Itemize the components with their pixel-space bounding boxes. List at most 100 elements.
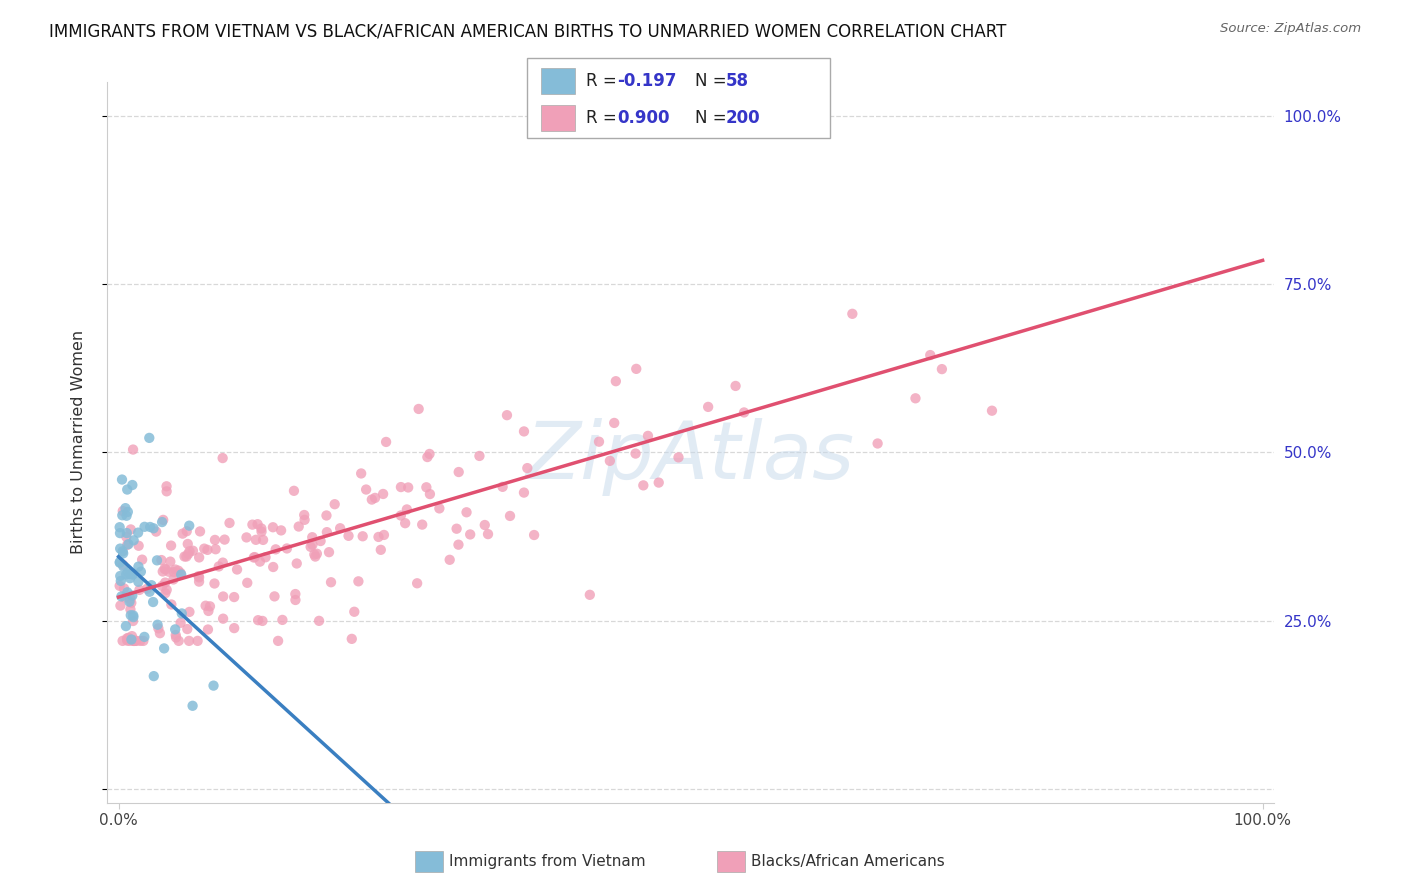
Point [115, 508, 138, 523]
Point [309, 534, 332, 549]
Point [165, 623, 187, 637]
Point [121, 567, 143, 582]
Point [115, 633, 138, 648]
Point [406, 576, 429, 591]
Point [121, 589, 143, 603]
Point [447, 538, 470, 552]
Point [173, 549, 195, 564]
Point [120, 591, 142, 606]
Point [117, 631, 139, 645]
Point [120, 596, 142, 610]
Point [155, 562, 177, 576]
Point [456, 505, 478, 519]
Point [111, 504, 134, 518]
Point [315, 525, 337, 540]
Point [110, 574, 132, 588]
Point [153, 641, 176, 656]
Point [396, 480, 419, 494]
Point [134, 520, 156, 534]
Point [981, 403, 1004, 417]
Point [177, 633, 200, 648]
Point [513, 485, 536, 500]
Point [579, 588, 602, 602]
Text: -0.197: -0.197 [617, 72, 676, 90]
Text: 0.900: 0.900 [617, 109, 669, 127]
Point [236, 575, 259, 590]
Point [208, 559, 231, 574]
Point [304, 548, 326, 562]
Point [315, 508, 337, 523]
Point [329, 521, 352, 535]
Point [226, 562, 249, 576]
Point [250, 524, 273, 539]
Point [121, 478, 143, 492]
Point [624, 446, 647, 460]
Point [152, 565, 174, 579]
Point [120, 602, 142, 616]
Point [157, 565, 180, 579]
Point [224, 621, 246, 635]
Point [418, 447, 440, 461]
Point [110, 590, 132, 604]
Point [204, 533, 226, 547]
Point [169, 615, 191, 630]
Point [124, 633, 146, 648]
Point [931, 362, 953, 376]
Point [188, 574, 211, 589]
Text: R =: R = [586, 109, 623, 127]
Point [181, 698, 204, 713]
Point [626, 362, 648, 376]
Point [668, 450, 690, 465]
Point [115, 526, 138, 541]
Point [415, 480, 437, 494]
Point [165, 628, 187, 642]
Point [458, 527, 481, 541]
Point [142, 595, 165, 609]
Point [159, 555, 181, 569]
Point [352, 529, 374, 543]
Point [920, 348, 942, 362]
Point [474, 518, 496, 533]
Point [304, 549, 326, 564]
Y-axis label: Births to Unmarried Women: Births to Unmarried Women [72, 330, 86, 554]
Point [163, 565, 186, 579]
Text: Blacks/African Americans: Blacks/African Americans [751, 855, 945, 869]
Point [129, 565, 152, 579]
Point [204, 542, 226, 557]
Point [218, 516, 240, 530]
Point [111, 473, 134, 487]
Point [270, 524, 292, 538]
Point [319, 575, 342, 590]
Point [697, 400, 720, 414]
Point [308, 614, 330, 628]
Point [176, 549, 198, 564]
Point [122, 608, 145, 623]
Point [284, 593, 307, 607]
Point [162, 573, 184, 587]
Point [305, 547, 328, 561]
Point [224, 590, 246, 604]
Text: ZipAtlas: ZipAtlas [526, 417, 855, 496]
Point [294, 513, 316, 527]
Point [128, 582, 150, 597]
Text: 58: 58 [725, 72, 748, 90]
Point [605, 374, 627, 388]
Point [122, 633, 145, 648]
Point [117, 505, 139, 519]
Point [491, 480, 513, 494]
Point [375, 434, 398, 449]
Point [904, 392, 927, 406]
Point [245, 533, 267, 547]
Point [160, 539, 183, 553]
Point [169, 566, 191, 580]
Point [648, 475, 671, 490]
Point [411, 517, 433, 532]
Point [122, 633, 145, 648]
Point [343, 605, 366, 619]
Point [127, 574, 149, 589]
Text: Source: ZipAtlas.com: Source: ZipAtlas.com [1220, 22, 1361, 36]
Point [263, 590, 285, 604]
Point [176, 524, 198, 539]
Point [146, 617, 169, 632]
Point [115, 483, 138, 497]
